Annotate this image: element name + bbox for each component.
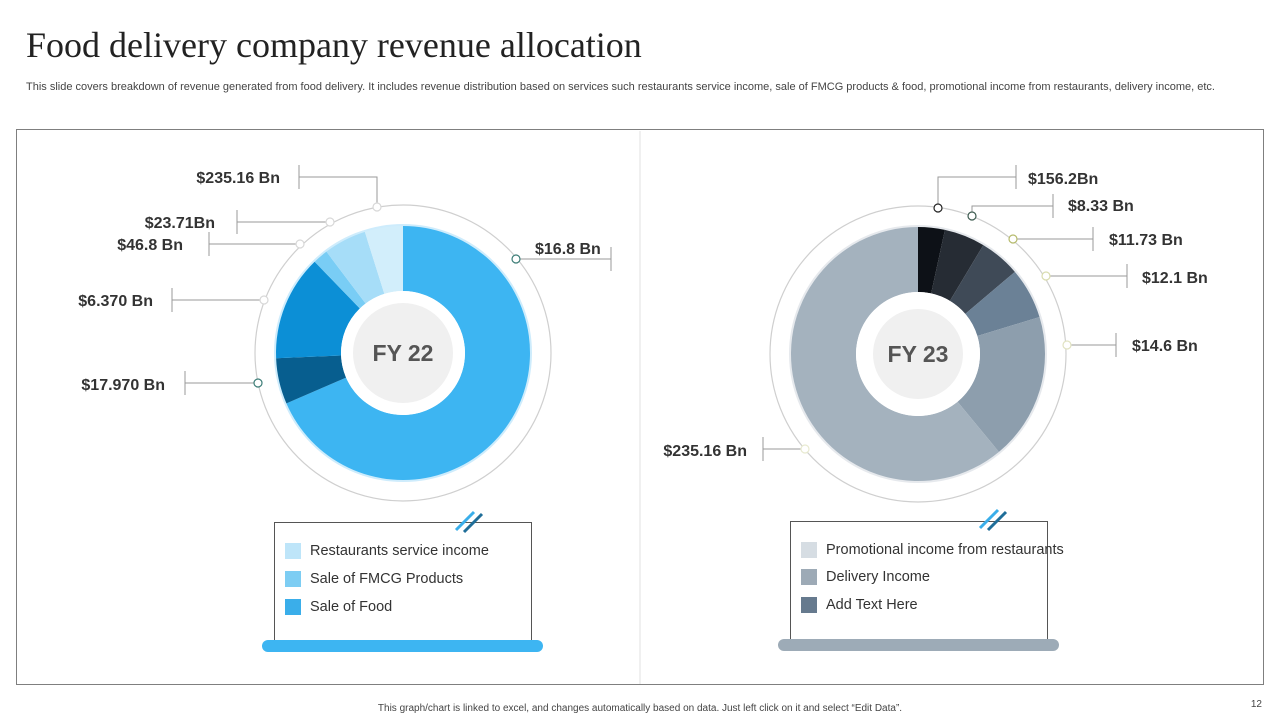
callout-dot (1041, 271, 1051, 281)
data-label: $8.33 Bn (1068, 198, 1134, 215)
pie-slice[interactable] (364, 226, 403, 294)
legend-base-bar (262, 640, 543, 652)
data-label: $14.6 Bn (1132, 338, 1198, 355)
pie-slice[interactable] (918, 227, 945, 294)
data-label: $235.16 Bn (196, 170, 280, 187)
data-label: $11.73 Bn (1109, 232, 1183, 249)
chart-fy23[interactable]: FY 23 $156.2Bn $8.33 Bn $11.73 Bn $12.1 Bn $1… (663, 165, 1208, 503)
chart-frame (16, 129, 1264, 685)
callout-dot (295, 239, 305, 249)
page-number: 12 (1250, 699, 1262, 710)
legend-item: Delivery Income (801, 568, 930, 586)
legend-fy22: Restaurants service income Sale of FMCG … (274, 522, 532, 640)
pie-slice[interactable] (957, 317, 1045, 452)
center-label: FY 22 (373, 340, 434, 366)
legend-base-bar (778, 639, 1059, 651)
data-label: $235.16 Bn (663, 443, 747, 460)
pie-slice[interactable] (791, 227, 999, 481)
callout-dot (1062, 340, 1072, 350)
data-label: $6.370 Bn (78, 293, 153, 310)
legend-swatch (285, 571, 301, 587)
pin-icon (454, 510, 484, 534)
pie-slice[interactable] (276, 355, 347, 404)
legend-item: Add Text Here (801, 596, 918, 614)
pie-slice[interactable] (931, 229, 984, 301)
data-label: $46.8 Bn (117, 237, 183, 254)
callout-dot (511, 254, 521, 264)
legend-label: Add Text Here (826, 597, 918, 613)
data-label: $17.970 Bn (81, 377, 165, 394)
callout-line (299, 176, 378, 207)
legend-item: Sale of FMCG Products (285, 570, 463, 588)
pie-slice[interactable] (965, 271, 1040, 336)
pie-slice[interactable] (276, 261, 360, 359)
pie-slice[interactable] (326, 231, 385, 304)
callout-dot (800, 444, 810, 454)
footer-note: This graph/chart is linked to excel, and… (377, 703, 903, 714)
callout-dot (933, 203, 943, 213)
outer-ring (769, 205, 1067, 503)
legend-item: Promotional income from restaurants (801, 541, 1064, 559)
data-label: $23.71Bn (145, 215, 215, 232)
callout-line (937, 176, 1016, 208)
pin-icon (978, 508, 1008, 532)
data-label: $156.2Bn (1028, 171, 1098, 188)
legend-swatch (801, 542, 817, 558)
legend-label: Sale of Food (310, 599, 393, 615)
legend-label: Delivery Income (826, 569, 930, 585)
data-label: $16.8 Bn (535, 241, 601, 258)
legend-label: Sale of FMCG Products (310, 571, 464, 587)
chart-fy22[interactable]: FY 22 $16.8 Bn $17.970 Bn $6.370 Bn $46.8 Bn… (78, 165, 612, 502)
legend-swatch (285, 599, 301, 615)
legend-swatch (285, 543, 301, 559)
legend-label: Promotional income from restaurants (826, 542, 1064, 558)
center-disc (353, 303, 453, 403)
legend-swatch (801, 597, 817, 613)
callout-dot (372, 202, 382, 212)
center-disc (873, 309, 963, 399)
page-subtitle: This slide covers breakdown of revenue g… (26, 81, 1215, 93)
callout-dot (1008, 234, 1018, 244)
legend-swatch (801, 569, 817, 585)
pie-slice[interactable] (314, 251, 366, 309)
callout-line (971, 205, 1053, 216)
legend-label: Restaurants service income (310, 543, 489, 559)
center-label: FY 23 (888, 341, 949, 367)
legend-fy23: Promotional income from restaurants Deli… (790, 521, 1064, 640)
page-title: Food delivery company revenue allocation (26, 25, 642, 65)
pie-slice[interactable] (286, 226, 531, 481)
pie-slice[interactable] (949, 245, 1015, 314)
outer-ring (254, 204, 552, 502)
callout-dot (253, 378, 263, 388)
callout-dot (325, 217, 335, 227)
data-label: $12.1 Bn (1142, 270, 1208, 287)
callout-dot (967, 211, 977, 221)
callout-dot (259, 295, 269, 305)
legend-item: Sale of Food (285, 598, 392, 616)
legend-item: Restaurants service income (285, 542, 489, 560)
